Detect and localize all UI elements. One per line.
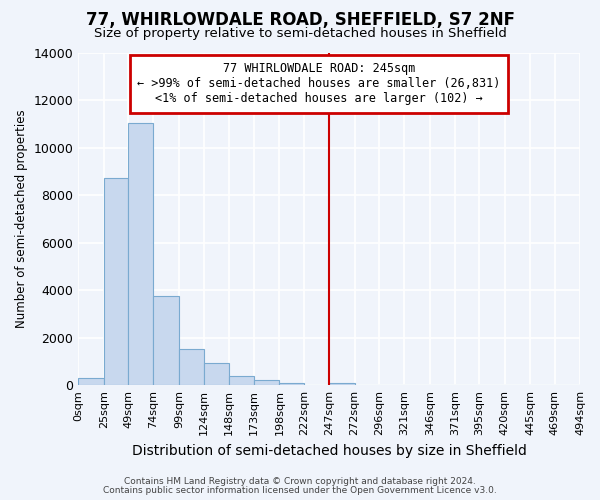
Bar xyxy=(128,122,154,385)
Bar xyxy=(204,362,229,385)
Bar xyxy=(229,376,254,385)
Bar xyxy=(179,349,204,385)
Bar xyxy=(104,178,128,385)
Bar xyxy=(254,380,280,385)
Y-axis label: Number of semi-detached properties: Number of semi-detached properties xyxy=(15,110,28,328)
Bar xyxy=(329,382,355,385)
Text: Contains public sector information licensed under the Open Government Licence v3: Contains public sector information licen… xyxy=(103,486,497,495)
Text: 77, WHIRLOWDALE ROAD, SHEFFIELD, S7 2NF: 77, WHIRLOWDALE ROAD, SHEFFIELD, S7 2NF xyxy=(86,11,515,29)
Text: 77 WHIRLOWDALE ROAD: 245sqm
← >99% of semi-detached houses are smaller (26,831)
: 77 WHIRLOWDALE ROAD: 245sqm ← >99% of se… xyxy=(137,62,501,106)
Bar xyxy=(154,296,179,385)
Text: Size of property relative to semi-detached houses in Sheffield: Size of property relative to semi-detach… xyxy=(94,28,506,40)
Text: Contains HM Land Registry data © Crown copyright and database right 2024.: Contains HM Land Registry data © Crown c… xyxy=(124,477,476,486)
Bar xyxy=(78,378,104,385)
X-axis label: Distribution of semi-detached houses by size in Sheffield: Distribution of semi-detached houses by … xyxy=(132,444,527,458)
Bar xyxy=(280,382,304,385)
